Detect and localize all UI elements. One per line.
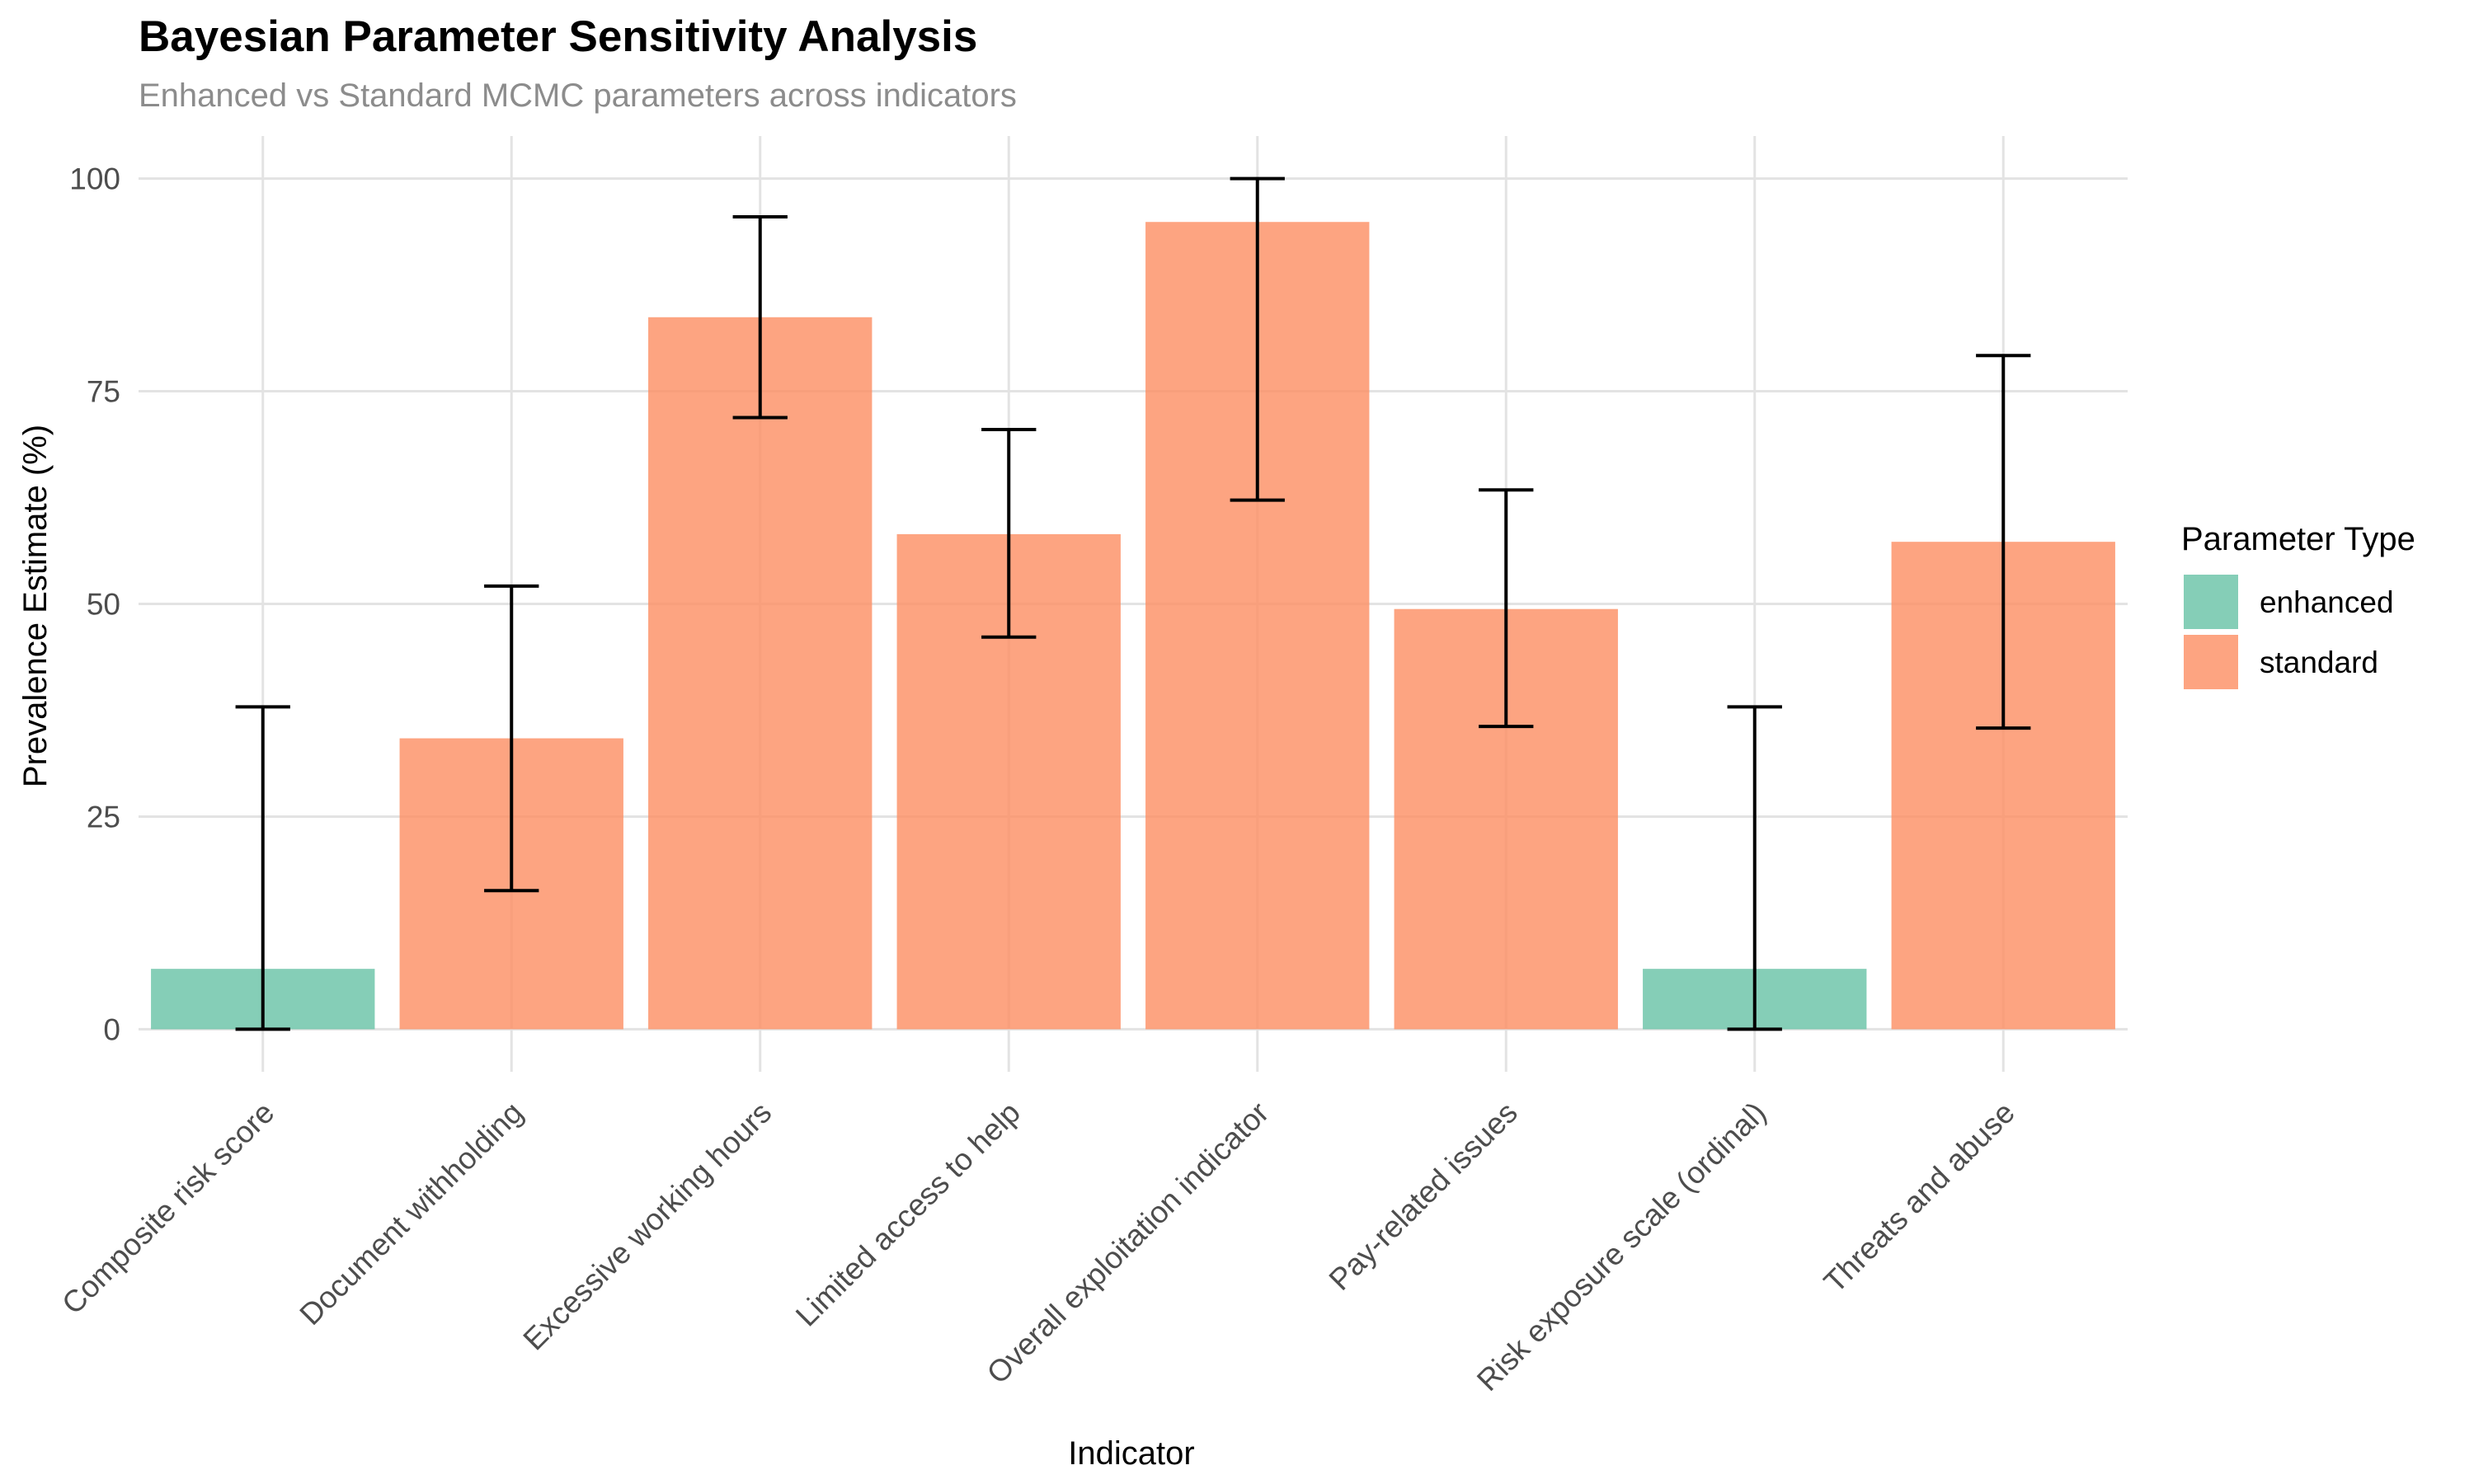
legend: Parameter Type enhanced standard: [2181, 521, 2415, 689]
y-tick-label: 100: [69, 162, 120, 196]
y-tick-label: 50: [87, 588, 120, 622]
y-tick-label: 75: [87, 375, 120, 409]
x-tick-label: Overall exploitation indicator: [981, 1096, 1276, 1391]
legend-swatch: [2184, 635, 2238, 689]
chart-title: Bayesian Parameter Sensitivity Analysis: [139, 12, 977, 61]
x-tick-label: Excessive working hours: [517, 1096, 778, 1357]
y-tick-label: 25: [87, 800, 120, 834]
legend-label: enhanced: [2260, 585, 2394, 619]
legend-swatch: [2184, 575, 2238, 629]
x-tick-label: Composite risk score: [55, 1096, 280, 1321]
chart-subtitle: Enhanced vs Standard MCMC parameters acr…: [139, 77, 1017, 114]
bars: [151, 222, 2115, 1029]
bar: [648, 317, 872, 1030]
x-tick-label: Document withholding: [293, 1096, 529, 1331]
x-tick-label: Limited access to help: [789, 1096, 1027, 1333]
legend-label: standard: [2260, 646, 2378, 679]
x-axis-ticks: Composite risk score Document withholding…: [55, 1096, 2021, 1397]
x-axis-title: Indicator: [1068, 1435, 1194, 1472]
x-tick-label: Pay-related issues: [1323, 1096, 1524, 1297]
x-tick-label: Risk exposure scale (ordinal): [1470, 1096, 1772, 1397]
legend-item-enhanced: enhanced: [2184, 575, 2394, 629]
legend-item-standard: standard: [2184, 635, 2378, 689]
y-axis-ticks: 0 25 50 75 100: [69, 162, 120, 1047]
x-tick-label: Threats and abuse: [1818, 1096, 2021, 1299]
y-axis-title: Prevalence Estimate (%): [17, 425, 54, 787]
y-tick-label: 0: [103, 1012, 120, 1046]
legend-title: Parameter Type: [2181, 521, 2415, 557]
